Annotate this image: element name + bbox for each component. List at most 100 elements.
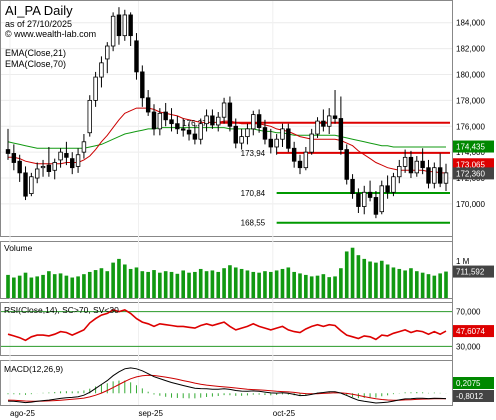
rsi-last-label: 47,6074: [456, 327, 485, 336]
website-credit: © www.wealth-lab.com: [5, 29, 96, 39]
candle-body: [251, 114, 256, 130]
volume-bar: [99, 268, 104, 298]
candle: [163, 102, 168, 127]
macd-value-tag: [453, 377, 494, 389]
volume-bar: [304, 274, 308, 298]
candle-body: [332, 115, 338, 119]
volume-panel: [0, 241, 453, 299]
candle: [414, 156, 420, 177]
candle: [216, 112, 221, 132]
price-tick-label: 174,000: [456, 148, 485, 157]
candle-body: [157, 112, 163, 130]
volume-bar: [163, 271, 168, 298]
macd-value-tag: [453, 390, 494, 402]
macd-signal-line: [7, 374, 446, 402]
candle-body: [180, 128, 186, 131]
volume-bar: [344, 251, 349, 298]
candle-body: [443, 172, 449, 184]
volume-bar: [385, 264, 390, 298]
candle-body: [46, 164, 52, 172]
candle-body: [256, 114, 262, 128]
candle-body: [70, 158, 75, 169]
candle: [87, 95, 92, 137]
volume-bar: [216, 271, 221, 298]
volume-bar: [426, 274, 431, 298]
candle-body: [216, 116, 221, 126]
candle-body: [315, 120, 320, 135]
candle-body: [75, 154, 81, 167]
candle: [157, 108, 163, 136]
candle: [245, 123, 250, 145]
price-tag-label: 172,360: [456, 169, 485, 178]
volume-bar: [35, 276, 40, 298]
volume-bar: [444, 271, 448, 298]
volume-bar: [251, 271, 256, 298]
macd-line: [7, 367, 447, 404]
candle: [315, 117, 320, 138]
candle: [58, 148, 63, 168]
candle: [367, 180, 373, 202]
volume-bar: [58, 273, 63, 298]
volume-bar: [41, 274, 45, 298]
candle: [11, 144, 17, 171]
macd-value-label: -0,8012: [456, 392, 484, 401]
chart-title: AI_PA Daily: [5, 3, 73, 18]
level-label: 176,27: [182, 119, 207, 128]
volume-bar: [257, 272, 261, 298]
price-tag-label: 174,435: [456, 143, 485, 152]
candle-body: [210, 115, 215, 126]
candle: [303, 146, 309, 171]
candle: [280, 123, 285, 147]
volume-bar: [70, 277, 75, 298]
candle: [75, 148, 81, 173]
candle: [192, 124, 198, 145]
candle-body: [5, 149, 11, 154]
candle-body: [134, 40, 139, 73]
price-tick-label: 180,000: [456, 70, 485, 79]
volume-bar: [356, 255, 361, 298]
volume-bar: [175, 273, 180, 298]
volume-bar: [193, 271, 197, 298]
candle: [70, 152, 75, 175]
candle-body: [128, 14, 133, 37]
volume-bar: [152, 270, 156, 298]
candle: [151, 104, 157, 136]
candle-body: [34, 168, 40, 179]
candle: [256, 109, 262, 133]
candle-body: [40, 165, 46, 169]
candle-body: [408, 156, 414, 174]
volume-bar: [117, 258, 121, 298]
candle: [443, 163, 449, 191]
candle: [227, 96, 233, 132]
rsi-tick-label: 70,000: [456, 308, 481, 317]
volume-bar: [362, 258, 367, 298]
candle-body: [286, 128, 291, 149]
candle-body: [402, 156, 408, 167]
volume-tick-label: 1 M: [456, 257, 470, 266]
candle: [332, 90, 338, 124]
candle: [23, 166, 28, 201]
candle: [122, 9, 128, 41]
candle-body: [437, 167, 443, 184]
volume-bar: [397, 268, 402, 298]
candle-body: [414, 160, 420, 174]
candle: [110, 12, 116, 52]
volume-bar: [93, 270, 98, 298]
candle: [408, 150, 414, 179]
rsi-panel-title: RSI(Close,14), SC>70, SV<30: [4, 305, 119, 315]
volume-last-tag: [453, 265, 494, 278]
candle-body: [17, 160, 22, 174]
volume-bar: [268, 271, 273, 298]
volume-bar: [420, 272, 425, 298]
volume-bar: [321, 274, 326, 298]
candle-body: [145, 97, 151, 113]
candle-body: [110, 15, 116, 47]
volume-bar: [64, 275, 69, 298]
volume-bar: [105, 271, 110, 298]
candle-body: [362, 191, 367, 207]
candle: [321, 109, 326, 132]
volume-bar: [12, 277, 16, 298]
candle-body: [52, 162, 57, 171]
candle: [268, 128, 274, 154]
